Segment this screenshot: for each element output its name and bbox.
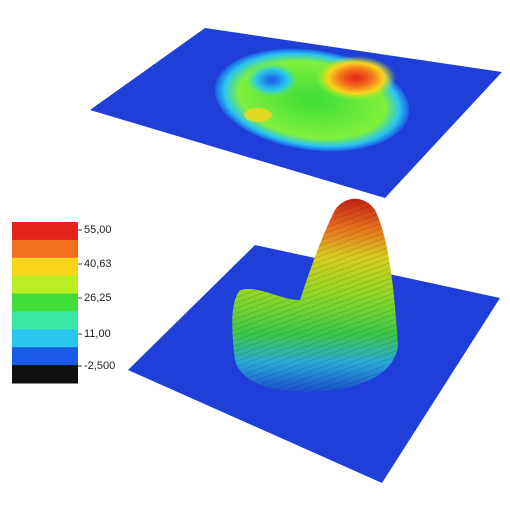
colorbar-band (12, 257, 78, 277)
colorbar-tick-label: 11,00 (84, 328, 111, 340)
contour-hot-spot (316, 56, 396, 100)
colorbar-tick-label: 55,00 (84, 224, 112, 236)
contour-cold-spot (246, 63, 298, 97)
colorbar-band (12, 365, 78, 384)
surface-mesh (232, 198, 398, 392)
colorbar-tick-label: 40,63 (84, 258, 112, 270)
colorbar-tick-label: 26,25 (84, 292, 112, 304)
colorbar-band (12, 311, 78, 330)
colorbar-band (12, 275, 78, 295)
colorbar-band (12, 329, 78, 348)
colorbar-band (12, 222, 78, 241)
colorbar-band (12, 347, 78, 366)
colorbar-band (12, 293, 78, 312)
colorbar-band (12, 239, 78, 259)
colorbar-tick-label: -2,500 (84, 360, 115, 372)
colorbar: 55,00 40,63 26,25 11,00 -2,500 (12, 222, 115, 384)
contour-warm-spot (244, 108, 272, 122)
